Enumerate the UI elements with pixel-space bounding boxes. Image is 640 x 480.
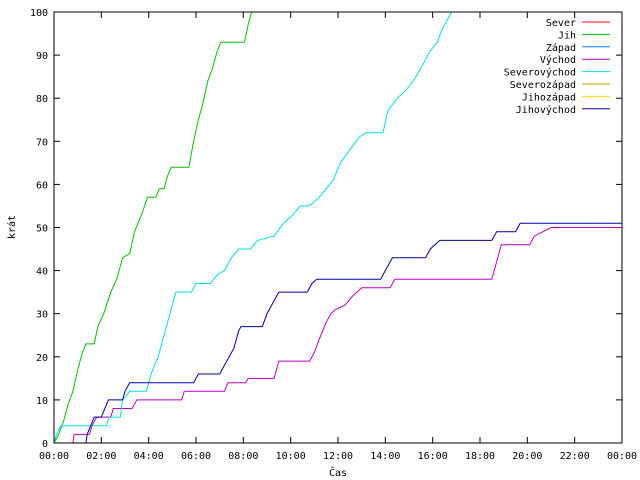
y-tick-label: 80 bbox=[36, 94, 48, 105]
y-tick-label: 0 bbox=[42, 439, 48, 450]
series-line-5 bbox=[53, 11, 453, 444]
x-tick-label: 00:00 bbox=[39, 451, 69, 462]
y-tick-label: 100 bbox=[30, 8, 48, 19]
legend-label: Jih bbox=[558, 30, 576, 41]
legend-label: Sever bbox=[546, 18, 576, 29]
x-tick-label: 06:00 bbox=[181, 451, 211, 462]
x-tick-label: 22:00 bbox=[560, 451, 590, 462]
x-tick-label: 20:00 bbox=[512, 451, 542, 462]
legend-label: Severovýchod bbox=[504, 67, 576, 79]
legend-label: Jihozápad bbox=[522, 91, 576, 103]
y-tick-label: 20 bbox=[36, 353, 48, 364]
series-line-4 bbox=[72, 227, 622, 444]
x-tick-label: 12:00 bbox=[323, 451, 353, 462]
legend-label: Severozápad bbox=[510, 79, 576, 91]
plot-area-frame bbox=[53, 11, 623, 444]
x-tick-label: 04:00 bbox=[134, 451, 164, 462]
series-line-8 bbox=[85, 222, 622, 444]
y-tick-label: 50 bbox=[36, 224, 48, 235]
legend-label: Jihovýchod bbox=[516, 104, 576, 116]
y-tick-label: 30 bbox=[36, 310, 48, 321]
y-tick-label: 70 bbox=[36, 137, 48, 148]
y-axis-label: krát bbox=[6, 215, 18, 239]
y-tick-label: 60 bbox=[36, 180, 48, 191]
x-tick-label: 08:00 bbox=[228, 451, 258, 462]
axis-ticks: 0 10 20 30 40 50 60 70 80 90 100 00:00 02:00 04:00 06:… bbox=[30, 8, 637, 462]
y-tick-label: 90 bbox=[36, 51, 48, 62]
x-axis-label: Čas bbox=[329, 466, 347, 479]
x-tick-label: 14:00 bbox=[370, 451, 400, 462]
y-tick-label: 40 bbox=[36, 267, 48, 278]
legend: SeverJihZápadVýchodSeverovýchodSeverozáp… bbox=[504, 18, 610, 116]
legend-label: Západ bbox=[546, 42, 576, 54]
legend-label: Východ bbox=[540, 54, 576, 66]
x-tick-label: 00:00 bbox=[607, 451, 637, 462]
series-line-2 bbox=[53, 11, 253, 444]
series-lines bbox=[53, 11, 622, 444]
y-tick-label: 10 bbox=[36, 396, 48, 407]
x-tick-label: 02:00 bbox=[86, 451, 116, 462]
x-tick-label: 10:00 bbox=[276, 451, 306, 462]
x-tick-label: 16:00 bbox=[418, 451, 448, 462]
x-tick-label: 18:00 bbox=[465, 451, 495, 462]
